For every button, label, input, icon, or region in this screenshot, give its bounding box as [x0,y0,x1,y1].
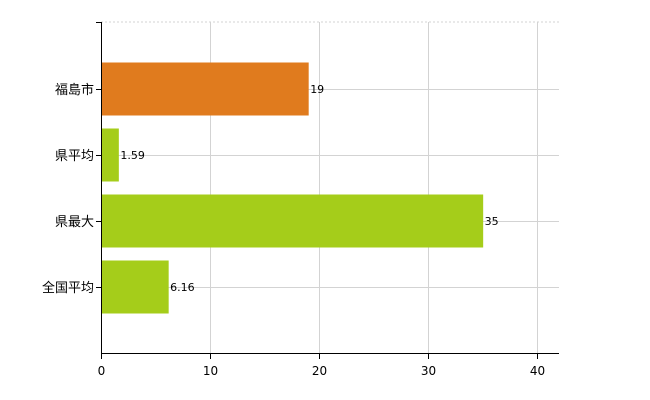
data-label: 35 [485,215,499,228]
x-tick-label: 0 [98,364,106,378]
x-tick-label: 30 [421,364,436,378]
category-label: 全国平均 [42,280,94,296]
data-label: 6.16 [170,281,195,294]
x-tick-label: 10 [203,364,218,378]
bar [101,62,309,116]
category-label: 県平均 [55,149,94,164]
category-label: 福島市 [55,82,94,98]
category-label: 県最大 [55,215,94,230]
bar [101,260,169,314]
data-label: 19 [310,83,324,96]
data-label: 1.59 [120,149,144,162]
bar [101,194,484,248]
axes [96,22,559,359]
bar [101,128,119,182]
x-tick-label: 20 [312,364,327,378]
bars [101,62,484,314]
x-tick-label: 40 [530,364,545,378]
